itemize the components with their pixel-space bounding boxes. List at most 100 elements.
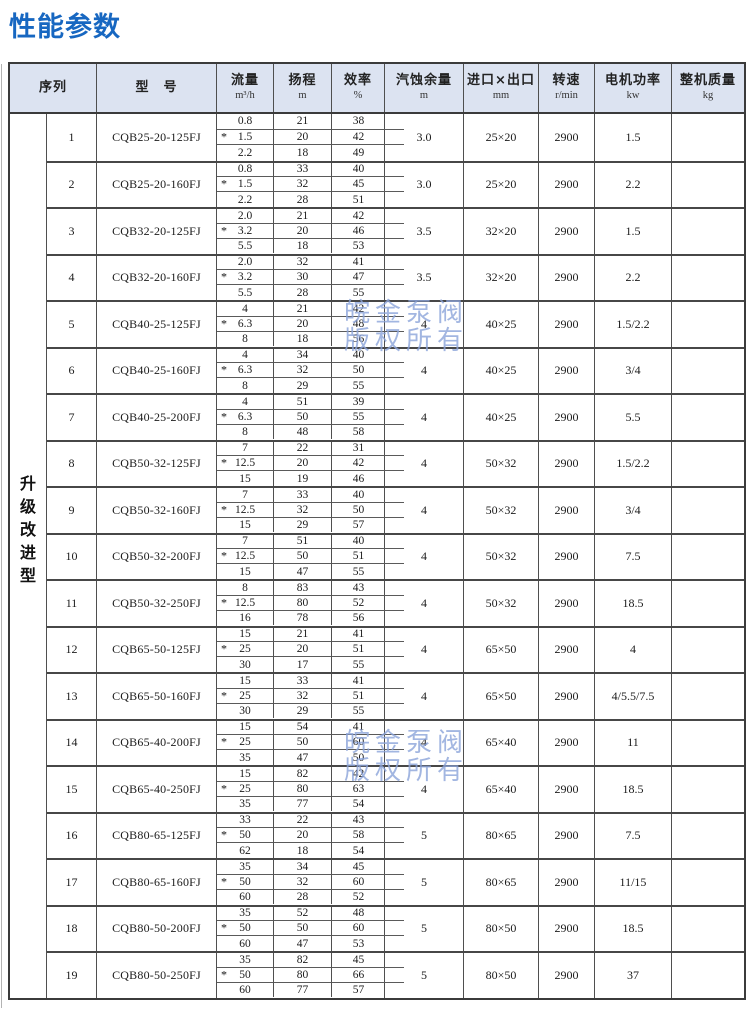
head-subcell: 82 — [274, 767, 332, 782]
rated-point-asterisk: * — [221, 502, 227, 517]
flow-subcell: 15 — [217, 767, 274, 782]
eff-subcell: 42 — [332, 302, 404, 317]
inlet-outlet-cell: 80×50 — [464, 953, 539, 998]
speed-cell: 2900 — [539, 348, 595, 393]
flow-head-eff-subgrid: 7 33 40 * 12.5 32 50 15 29 57 — [217, 488, 404, 533]
flow-subcell: 7 — [217, 534, 274, 550]
rated-point-asterisk: * — [221, 734, 227, 749]
flow-subcell-rated: * 25 — [217, 688, 274, 704]
speed-cell: 2900 — [539, 488, 595, 533]
inlet-outlet-cell: 65×50 — [464, 674, 539, 719]
eff-subcell: 55 — [352, 658, 365, 671]
speed-cell: 2900 — [539, 860, 595, 905]
model-cell: CQB80-50-250FJ — [97, 953, 217, 998]
seq-cell: 14 — [47, 720, 97, 765]
seq-cell: 12 — [47, 627, 97, 672]
table-row: 7 CQB40-25-200FJ 4 51 39 * 6.3 50 55 8 48… — [47, 393, 744, 440]
head-subcell: 29 — [274, 378, 332, 393]
flow-subcell: 5.5 — [217, 285, 274, 300]
npsh-cell: 5 — [385, 813, 464, 858]
flow-subcell: 35 — [217, 750, 274, 765]
power-cell: 4 — [595, 627, 672, 672]
rated-point-asterisk: * — [221, 595, 227, 610]
eff-subcell: 49 — [352, 146, 365, 159]
inlet-outlet-cell: 80×65 — [464, 813, 539, 858]
flow-subcell-rated: * 50 — [217, 921, 274, 937]
table-row: 14 CQB65-40-200FJ 15 54 41 * 25 50 60 35 … — [47, 718, 744, 765]
head-subcell: 22 — [274, 813, 332, 829]
scan-edge-artifact — [1, 64, 2, 1008]
head-subcell: 54 — [274, 720, 332, 736]
flow-subcell-rated: * 50 — [217, 967, 274, 983]
weight-cell — [672, 209, 744, 254]
rated-point-asterisk: * — [221, 362, 227, 377]
head-subcell: 82 — [274, 953, 332, 968]
flow-head-eff-subgrid: 35 34 45 * 50 32 60 60 28 52 — [217, 860, 404, 905]
flow-subcell: 62 — [217, 843, 274, 858]
flow-head-eff-subgrid: 35 82 45 * 50 80 66 60 77 57 — [217, 953, 404, 998]
flow-head-eff-subgrid: 4 51 39 * 6.3 50 55 8 48 58 — [217, 395, 404, 440]
header-seq-label: 序列 — [38, 79, 67, 95]
seq-cell: 4 — [47, 255, 97, 300]
head-subcell: 21 — [274, 627, 332, 643]
weight-cell — [672, 628, 744, 673]
eff-subcell: 51 — [352, 193, 365, 206]
eff-subcell: 55 — [352, 565, 365, 578]
npsh-cell: 4 — [385, 674, 464, 719]
weight-cell — [672, 907, 744, 952]
table-row: 4 CQB32-20-160FJ 2.0 32 41 * 3.2 30 47 5.… — [47, 253, 744, 301]
flow-head-eff-subgrid: 15 21 41 * 25 20 51 30 17 55 — [217, 627, 404, 672]
eff-subcell: 60 — [332, 735, 404, 751]
head-subcell: 50 — [274, 549, 332, 565]
model-cell: CQB80-50-200FJ — [97, 906, 217, 951]
rated-point-asterisk: * — [221, 129, 227, 144]
header-head: 扬程 m — [274, 64, 332, 112]
flow-subcell: 30 — [217, 703, 274, 719]
table-row: 17 CQB80-65-160FJ 35 34 45 * 50 32 60 60 … — [47, 858, 744, 905]
flow-subcell: 15 — [217, 627, 274, 643]
header-seq: 序列 — [10, 64, 97, 112]
power-cell: 2.2 — [595, 162, 672, 207]
model-cell: CQB65-50-160FJ — [97, 674, 217, 719]
table-body: 升级改进型 1 CQB25-20-125FJ 0.8 21 38 * 1.5 20… — [10, 114, 744, 998]
eff-subcell: 43 — [332, 814, 404, 829]
flow-subcell: 0.8 — [217, 162, 274, 178]
seq-cell: 3 — [47, 209, 97, 254]
speed-cell: 2900 — [539, 302, 595, 347]
flow-subcell: 8 — [217, 378, 274, 393]
power-cell: 1.5 — [595, 209, 672, 254]
head-subcell: 19 — [274, 471, 332, 486]
model-cell: CQB50-32-160FJ — [97, 488, 217, 533]
flow-subcell: 4 — [217, 302, 274, 317]
inlet-outlet-cell: 65×50 — [464, 627, 539, 672]
head-subcell: 47 — [274, 936, 332, 951]
model-cell: CQB32-20-125FJ — [97, 209, 217, 254]
eff-subcell: 40 — [332, 488, 404, 503]
npsh-cell: 4 — [385, 581, 464, 626]
flow-head-eff-subgrid: 2.0 32 41 * 3.2 30 47 5.5 28 55 — [217, 255, 404, 300]
header-npsh: 汽蚀余量 m — [385, 64, 464, 112]
table-row: 18 CQB80-50-200FJ 35 52 48 * 50 50 60 60 … — [47, 904, 744, 952]
npsh-cell: 3.0 — [385, 114, 464, 161]
speed-cell: 2900 — [539, 114, 595, 161]
table-row: 3 CQB32-20-125FJ 2.0 21 42 * 3.2 20 46 5.… — [47, 207, 744, 254]
model-cell: CQB50-32-125FJ — [97, 441, 217, 486]
weight-cell — [672, 953, 744, 998]
weight-cell — [672, 814, 744, 859]
head-subcell: 34 — [274, 348, 332, 364]
eff-subcell: 55 — [352, 286, 365, 299]
rated-point-asterisk: * — [221, 827, 227, 842]
speed-cell: 2900 — [539, 674, 595, 719]
page-title: 性能参数 — [9, 12, 121, 43]
eff-subcell: 56 — [352, 333, 365, 346]
eff-subcell: 41 — [332, 674, 404, 689]
eff-subcell: 60 — [332, 875, 404, 890]
eff-subcell: 40 — [332, 535, 404, 550]
weight-cell — [672, 256, 744, 301]
weight-cell — [672, 860, 744, 905]
inlet-outlet-cell: 65×40 — [464, 767, 539, 812]
power-cell: 37 — [595, 953, 672, 998]
head-subcell: 20 — [274, 129, 332, 145]
head-subcell: 50 — [274, 921, 332, 937]
weight-cell — [672, 349, 744, 394]
